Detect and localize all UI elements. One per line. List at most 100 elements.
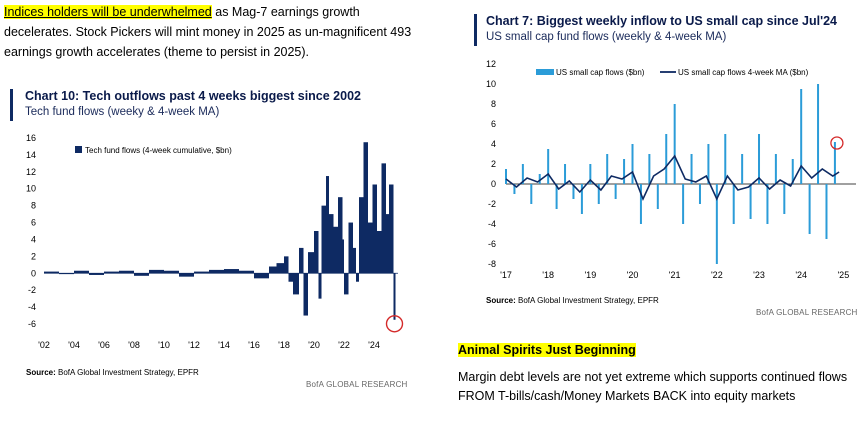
chart10-ytick-label: 14 — [26, 150, 36, 160]
chart10-legend-label: Tech fund flows (4-week cumulative, $bn) — [85, 146, 232, 155]
chart10-xtick-label: '08 — [128, 340, 140, 350]
chart7-weekly-bar — [572, 184, 575, 199]
chart7-weekly-bar — [732, 184, 735, 224]
chart7-weekly-bar — [639, 184, 642, 224]
right-note: Animal Spirits Just Beginning Margin deb… — [458, 341, 863, 406]
chart7-ytick-label: 6 — [491, 119, 496, 129]
chart10-xtick-label: '14 — [218, 340, 230, 350]
chart7-ytick-label: 10 — [486, 79, 496, 89]
chart7-weekly-bar — [580, 184, 583, 214]
chart10-brand: BofA GLOBAL RESEARCH — [306, 380, 408, 389]
chart7-xtick-label: '24 — [795, 270, 807, 280]
right-note-heading: Animal Spirits Just Beginning — [458, 343, 636, 357]
chart10-bar — [308, 252, 314, 274]
chart7-weekly-bar — [538, 174, 541, 184]
chart10-bar — [356, 273, 359, 282]
chart10-xtick-label: '22 — [338, 340, 350, 350]
chart7-xtick-label: '17 — [500, 270, 512, 280]
chart10-xtick-label: '10 — [158, 340, 170, 350]
chart10-xtick-label: '20 — [308, 340, 320, 350]
chart10-bar — [326, 176, 329, 274]
chart10-subtitle: Tech fund flows (weeky & 4-week MA) — [25, 106, 220, 118]
chart10-bar — [179, 273, 194, 277]
chart7-source-label: Source: — [486, 296, 516, 305]
chart10-bar — [314, 231, 319, 274]
chart7-xtick-label: '20 — [627, 270, 639, 280]
chart10-bar — [344, 273, 349, 295]
chart10-source: Source: BofA Global Investment Strategy,… — [26, 368, 199, 377]
chart10-bar — [293, 273, 299, 295]
chart10-xtick-label: '12 — [188, 340, 200, 350]
chart10-bar — [393, 273, 396, 320]
chart10-bar — [239, 270, 254, 274]
chart7-brand: BofA GLOBAL RESEARCH — [756, 308, 858, 317]
chart7-weekly-bar — [555, 184, 558, 209]
chart10-bar — [254, 273, 269, 279]
chart7-xtick-label: '19 — [584, 270, 596, 280]
chart10-ytick-label: 8 — [31, 201, 36, 211]
chart10-ytick-label: -2 — [28, 285, 36, 295]
chart7-ma-line — [505, 154, 840, 202]
chart7-weekly-bar — [530, 184, 533, 204]
chart7-source-text: BofA Global Investment Strategy, EPFR — [515, 296, 659, 305]
chart10-bar — [194, 271, 209, 274]
chart7-weekly-bar — [833, 142, 836, 184]
chart7-weekly-bar — [614, 184, 617, 199]
chart7-highlight-circle — [830, 136, 844, 150]
chart7-weekly-bar — [800, 89, 803, 184]
chart10-bar — [276, 263, 284, 274]
chart7-weekly-bar — [631, 144, 634, 184]
chart10-xtick-label: '24 — [368, 340, 380, 350]
chart10-ytick-label: -6 — [28, 319, 36, 329]
chart10-bar — [321, 205, 326, 274]
chart10-bar — [372, 184, 377, 274]
chart10-bar — [389, 184, 394, 274]
chart10-bar — [89, 273, 104, 275]
chart7-weekly-bar — [749, 184, 752, 219]
chart7-weekly-bar — [597, 184, 600, 204]
chart7-accent — [474, 14, 477, 46]
chart10-bar — [288, 273, 293, 282]
chart10-bar — [104, 271, 119, 274]
chart10-source-label: Source: — [26, 368, 56, 377]
chart10-bar — [381, 163, 386, 274]
chart7-xtick-label: '25 — [837, 270, 849, 280]
chart7-weekly-bar — [673, 104, 676, 184]
chart7-weekly-bar — [656, 184, 659, 209]
chart10-ytick-label: 2 — [31, 251, 36, 261]
chart7-title: Chart 7: Biggest weekly inflow to US sma… — [486, 14, 837, 28]
chart10-ytick-label: 16 — [26, 133, 36, 143]
intro-text: as Mag-7 earnings growth decelerates. St… — [4, 5, 412, 59]
chart10-legend-swatch — [75, 146, 82, 153]
chart7-xtick-label: '21 — [669, 270, 681, 280]
chart7-weekly-bar — [707, 144, 710, 184]
chart7-weekly-bar — [783, 184, 786, 214]
chart7-weekly-bar — [741, 154, 744, 184]
chart7-ytick-label: 12 — [486, 59, 496, 69]
chart7-legend-label-line: US small cap flows 4-week MA ($bn) — [678, 68, 809, 77]
chart10-bar — [299, 247, 304, 274]
chart7-weekly-bar — [724, 134, 727, 184]
chart10-bar — [333, 226, 338, 274]
right-note-text: Margin debt levels are not yet extreme w… — [458, 370, 848, 403]
chart7-weekly-bar — [606, 154, 609, 184]
chart7-weekly-bar — [648, 154, 651, 184]
chart10-bar — [338, 197, 343, 274]
chart10-ytick-label: 6 — [31, 218, 36, 228]
chart7-weekly-bar — [690, 154, 693, 184]
chart10-xtick-label: '16 — [248, 340, 260, 350]
chart10-ytick-label: 10 — [26, 184, 36, 194]
chart7-weekly-bar — [682, 184, 685, 224]
chart10-xtick-label: '18 — [278, 340, 290, 350]
chart7-ytick-label: 2 — [491, 159, 496, 169]
chart10-xtick-label: '06 — [98, 340, 110, 350]
chart7-weekly-bar — [589, 164, 592, 184]
chart10-bar — [44, 271, 59, 274]
chart7-weekly-bar — [547, 149, 550, 184]
chart7-xtick-label: '18 — [542, 270, 554, 280]
chart7-xtick-label: '22 — [711, 270, 723, 280]
chart10-xtick-label: '02 — [38, 340, 50, 350]
chart10-ytick-label: -4 — [28, 302, 36, 312]
chart10-bar — [363, 142, 368, 274]
chart10-title: Chart 10: Tech outflows past 4 weeks big… — [25, 89, 361, 103]
